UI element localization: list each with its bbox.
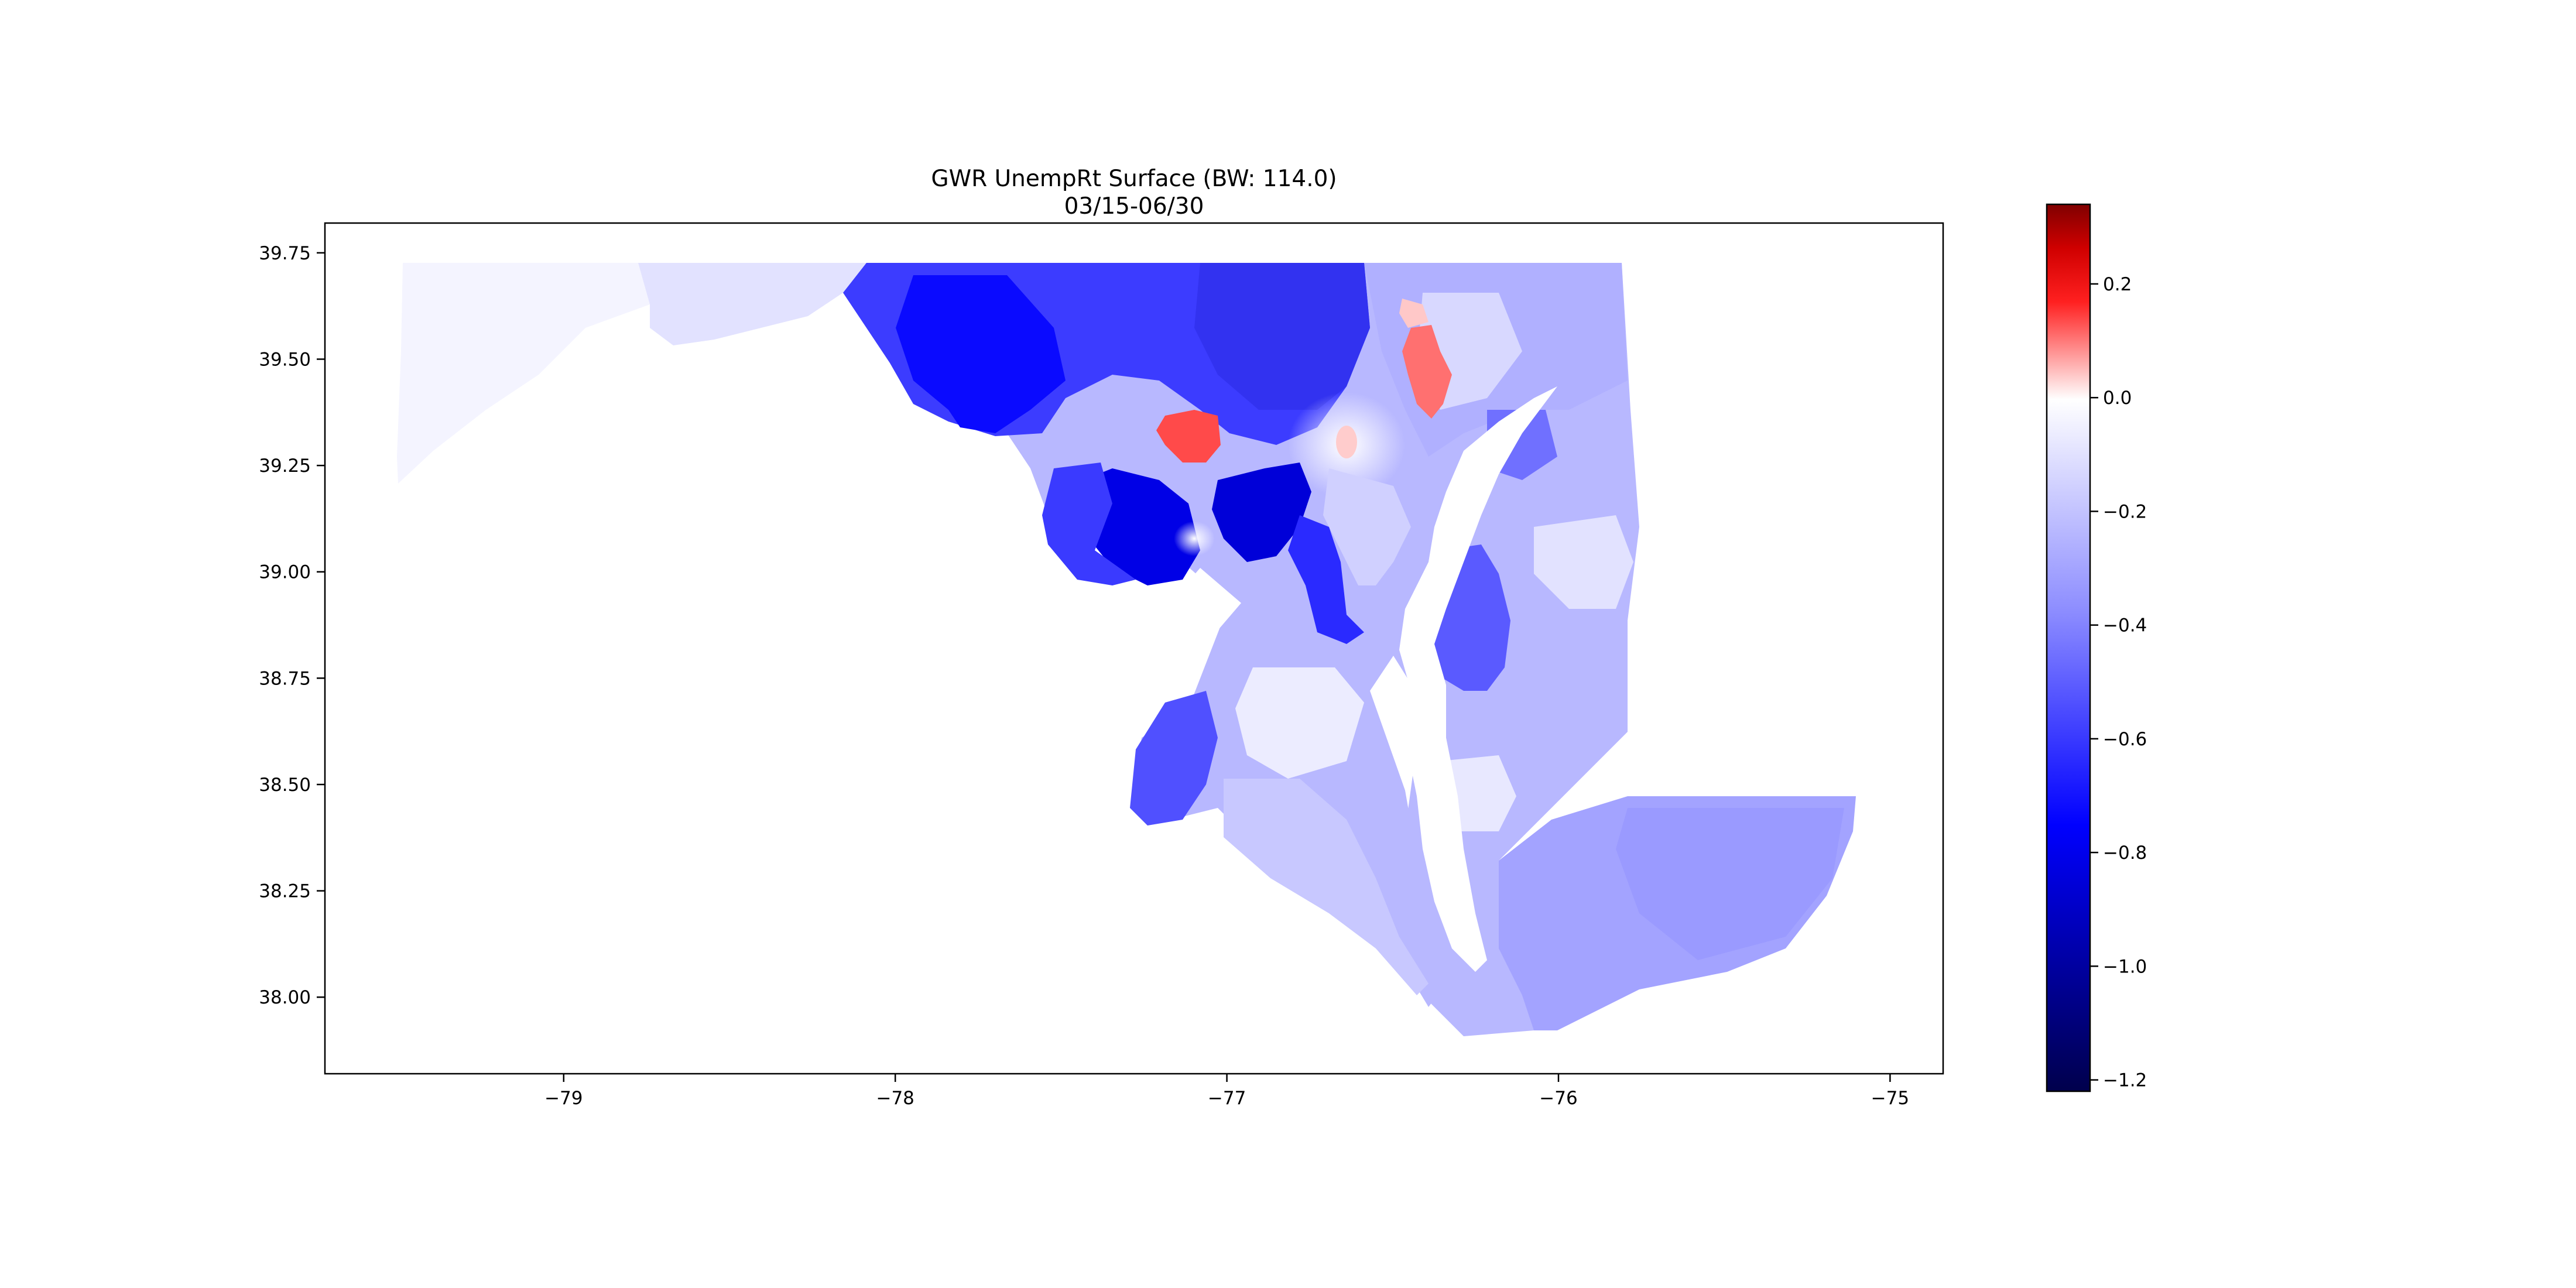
maryland-choropleth	[397, 263, 1856, 1036]
region-pg-south	[1288, 515, 1364, 644]
region-howard-hotspot	[1156, 410, 1221, 463]
region-prince-georges	[1212, 463, 1311, 562]
region-talbot-light	[1534, 515, 1633, 609]
colorbar-axis: 0.2 0.0 −0.2 −0.4 −0.6 −0.8 −1.0 −1.2	[2090, 274, 2147, 1091]
colorbar-tick-label: −0.6	[2103, 729, 2147, 750]
colorbar-tick-label: −1.0	[2103, 956, 2147, 977]
region-st-marys	[1224, 779, 1429, 995]
y-tick-label: 38.00	[259, 987, 311, 1008]
region-charles-west	[1130, 691, 1218, 825]
region-aberdeen-hotspot	[1402, 325, 1452, 419]
colorbar-tick-label: −0.8	[2103, 842, 2147, 864]
y-tick-label: 38.50	[259, 775, 311, 796]
x-tick-label: −77	[1208, 1088, 1246, 1109]
colorbar-tick-label: −0.2	[2103, 501, 2147, 522]
region-frederick-deep	[896, 275, 1066, 433]
chart-subtitle: 03/15-06/30	[1064, 193, 1204, 220]
region-baltimore-north	[1194, 263, 1370, 410]
colorbar-tick-label: −1.2	[2103, 1070, 2147, 1091]
colorbar-tick-label: 0.0	[2103, 388, 2132, 409]
region-washington-county	[638, 263, 866, 345]
colorbar	[2046, 203, 2091, 1092]
y-axis: 38.00 38.25 38.50 38.75 39.00 39.25 39.50 39.75	[259, 243, 325, 1008]
colorbar-tick-label: 0.2	[2103, 274, 2132, 295]
region-baltimore-core	[1336, 426, 1357, 458]
y-tick-label: 39.50	[259, 349, 311, 370]
x-tick-label: −78	[876, 1088, 914, 1109]
y-tick-label: 39.00	[259, 562, 311, 583]
plot-frame	[324, 222, 1944, 1075]
region-western-maryland	[397, 263, 650, 484]
region-montgomery-west	[1042, 463, 1136, 585]
chart-title: GWR UnempRt Surface (BW: 114.0)	[931, 166, 1337, 192]
region-worcester	[1616, 808, 1844, 960]
washington-dc-notch	[1165, 568, 1241, 644]
x-tick-label: −79	[544, 1088, 583, 1109]
region-anne-arundel	[1323, 468, 1411, 585]
region-rockville-glow	[1174, 521, 1215, 556]
y-tick-label: 38.75	[259, 668, 311, 689]
colorbar-tick-label: −0.4	[2103, 615, 2147, 636]
region-calvert-light	[1235, 667, 1364, 779]
x-axis: −79 −78 −77 −76 −75	[544, 1074, 1909, 1109]
x-tick-label: −75	[1871, 1088, 1909, 1109]
y-tick-label: 39.25	[259, 455, 311, 477]
x-tick-label: −76	[1539, 1088, 1577, 1109]
y-tick-label: 38.25	[259, 881, 311, 902]
region-aberdeen-hotspot-light	[1399, 299, 1429, 328]
y-tick-label: 39.75	[259, 243, 311, 264]
chesapeake-bay	[1399, 386, 1557, 972]
